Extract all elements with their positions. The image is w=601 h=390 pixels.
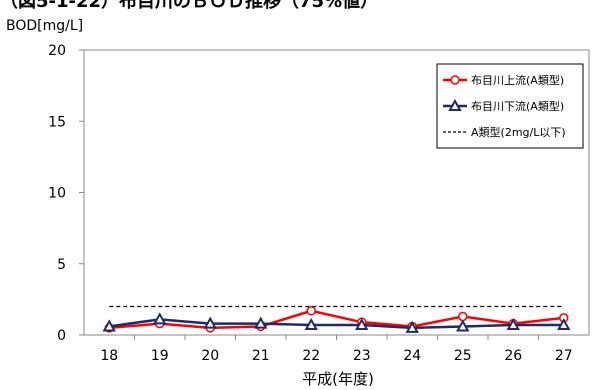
y-tick-label: 5: [57, 257, 66, 273]
series-line: [109, 309, 564, 330]
data-point: [450, 75, 460, 85]
data-point: [557, 317, 571, 331]
legend-item: 布目川上流(A類型): [443, 73, 564, 87]
x-tick-label: 20: [201, 348, 219, 364]
legend-label: 布目川上流(A類型): [471, 73, 564, 87]
data-point: [405, 320, 419, 333]
data-point: [153, 312, 167, 325]
data-point: [304, 317, 318, 331]
legend-label: 布目川下流(A類型): [471, 99, 564, 113]
data-point: [456, 319, 470, 332]
y-tick-label: 0: [57, 328, 66, 344]
data-point: [102, 319, 116, 332]
x-tick-label: 21: [252, 348, 270, 364]
y-tick-label: 15: [48, 114, 66, 130]
series-group: [102, 312, 571, 333]
x-tick-label: 24: [403, 348, 421, 364]
data-point: [203, 316, 217, 329]
series-line: [109, 318, 564, 330]
x-tick-label: 18: [100, 348, 118, 364]
legend-item: 布目川下流(A類型): [443, 98, 564, 113]
x-tick-label: 23: [353, 348, 371, 364]
y-tick-label: 20: [48, 43, 66, 59]
x-axis-label: 平成(年度): [302, 370, 374, 388]
x-tick-label: 22: [302, 348, 320, 364]
x-tick-label: 26: [504, 348, 522, 364]
data-point: [306, 306, 316, 316]
data-point: [506, 317, 520, 331]
x-tick-label: 27: [555, 348, 573, 364]
legend-item: A類型(2mg/L以下): [443, 125, 566, 139]
data-point: [458, 311, 468, 322]
chart-title: （図5-1-22）布目川のＢＯＤ推移（75%値）: [0, 0, 379, 12]
y-axis-label: BOD[mg/L]: [6, 18, 83, 34]
data-point: [355, 317, 369, 331]
legend-label: A類型(2mg/L以下): [471, 125, 566, 139]
data-point: [448, 98, 462, 111]
data-point: [254, 316, 268, 329]
x-tick-label: 25: [454, 348, 472, 364]
x-tick-label: 19: [151, 348, 169, 364]
y-tick-label: 10: [48, 186, 66, 202]
